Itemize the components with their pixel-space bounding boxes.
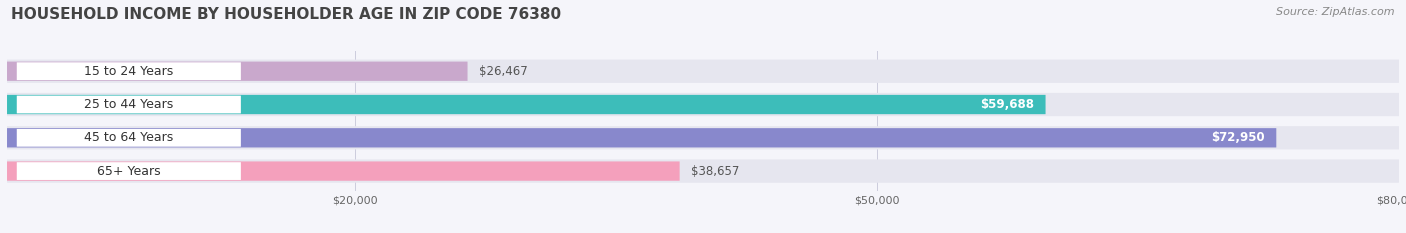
Text: HOUSEHOLD INCOME BY HOUSEHOLDER AGE IN ZIP CODE 76380: HOUSEHOLD INCOME BY HOUSEHOLDER AGE IN Z… (11, 7, 561, 22)
Text: $26,467: $26,467 (478, 65, 527, 78)
Text: 25 to 44 Years: 25 to 44 Years (84, 98, 173, 111)
FancyBboxPatch shape (17, 62, 240, 80)
FancyBboxPatch shape (7, 62, 468, 81)
FancyBboxPatch shape (17, 162, 240, 180)
FancyBboxPatch shape (7, 161, 679, 181)
FancyBboxPatch shape (7, 60, 1399, 83)
FancyBboxPatch shape (7, 128, 1277, 147)
Text: $59,688: $59,688 (980, 98, 1035, 111)
Text: Source: ZipAtlas.com: Source: ZipAtlas.com (1277, 7, 1395, 17)
Text: 65+ Years: 65+ Years (97, 164, 160, 178)
Text: 45 to 64 Years: 45 to 64 Years (84, 131, 173, 144)
Text: 15 to 24 Years: 15 to 24 Years (84, 65, 173, 78)
FancyBboxPatch shape (7, 126, 1399, 149)
FancyBboxPatch shape (7, 93, 1399, 116)
FancyBboxPatch shape (7, 95, 1046, 114)
FancyBboxPatch shape (17, 129, 240, 147)
FancyBboxPatch shape (7, 159, 1399, 183)
FancyBboxPatch shape (17, 96, 240, 113)
Text: $38,657: $38,657 (690, 164, 740, 178)
Text: $72,950: $72,950 (1212, 131, 1265, 144)
